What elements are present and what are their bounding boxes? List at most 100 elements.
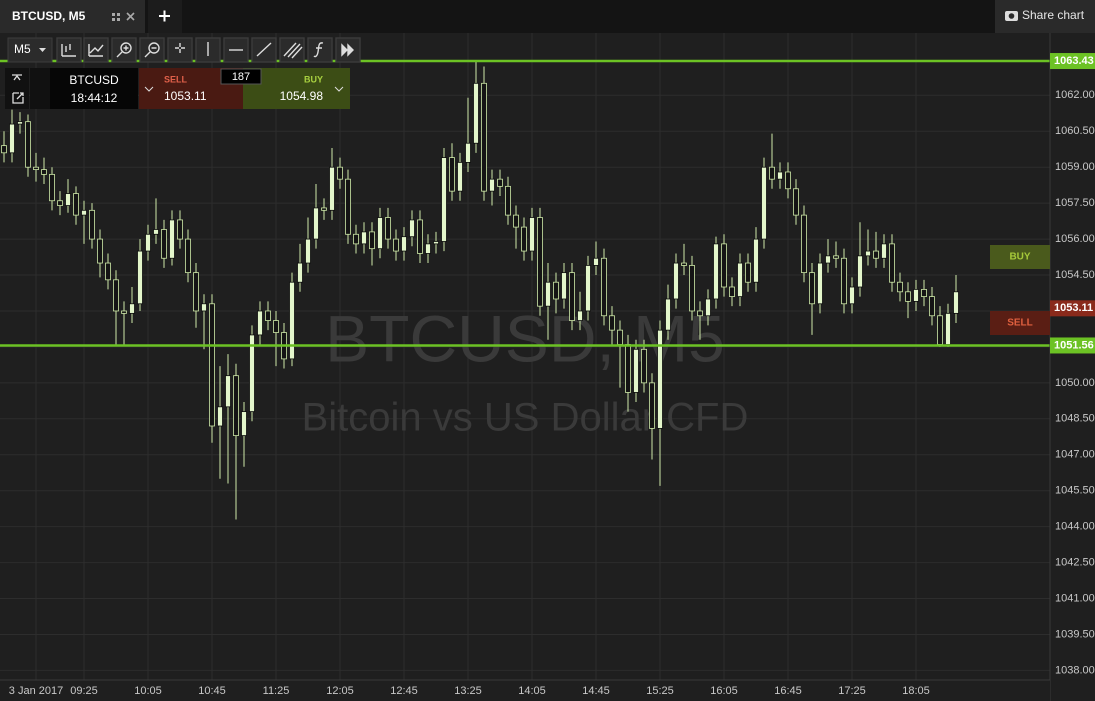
plus-icon <box>159 10 170 22</box>
time-axis: 3 Jan 2017 09:25 10:05 10:45 11:25 12:05 12:45… <box>9 685 930 697</box>
candle-body <box>593 257 599 266</box>
clock: 18:44:12 <box>71 91 118 105</box>
candle-body <box>497 178 503 187</box>
watermark-symbol: BTCUSD, M5 <box>325 301 725 375</box>
candles <box>0 59 1050 520</box>
candle-body <box>1 145 7 154</box>
candle-body <box>41 169 47 175</box>
candle-body <box>577 310 583 321</box>
candle-body <box>849 286 855 305</box>
candle-body <box>825 255 831 264</box>
candle-body <box>801 214 807 274</box>
candle-body <box>137 250 143 305</box>
tab[interactable] <box>0 0 145 33</box>
candle-body <box>97 238 103 264</box>
candle-body <box>761 166 767 240</box>
symbol-box[interactable] <box>50 68 138 109</box>
candle-body <box>33 166 39 170</box>
candle-body <box>233 375 239 436</box>
candle-body <box>953 291 959 314</box>
popout-icon[interactable] <box>12 92 24 104</box>
sell-label: SELL <box>164 74 188 84</box>
candle-body <box>193 272 199 312</box>
price-axis: 1062.00 1060.50 1059.00 1057.50 1056.00 1054.… <box>1049 33 1095 701</box>
buy-tag-label: BUY <box>1009 252 1030 263</box>
candle-body <box>521 226 527 252</box>
price-marker-label: 1051.56 <box>1054 339 1094 351</box>
buy-arrow <box>334 86 344 92</box>
candle-body <box>153 229 159 235</box>
dropdown-arrow <box>39 48 46 52</box>
y-tick-label: 1044.00 <box>1055 521 1095 533</box>
share-label: Share chart <box>1022 8 1085 22</box>
time-axis-bg <box>0 680 1050 701</box>
candle-body <box>417 219 423 254</box>
candle-body <box>833 255 839 259</box>
candle-body <box>369 231 375 250</box>
price-marker-label: 1063.43 <box>1054 55 1094 67</box>
candle-body <box>505 185 511 216</box>
y-tick-label: 1050.00 <box>1055 377 1095 389</box>
candle-body <box>225 375 231 408</box>
collapse-icon[interactable] <box>12 74 22 81</box>
symbol: BTCUSD <box>69 73 119 87</box>
candle-body <box>441 157 447 242</box>
tool-function[interactable] <box>307 37 333 63</box>
candle-body <box>945 312 951 345</box>
candle-body <box>553 281 559 300</box>
panel-search <box>30 68 50 109</box>
y-tick-label: 1041.00 <box>1055 592 1095 604</box>
spread-box <box>220 68 262 85</box>
candle-body <box>809 272 815 305</box>
tool-bars[interactable] <box>56 37 82 63</box>
candle-body <box>585 265 591 312</box>
candle-body <box>297 262 303 283</box>
candle-body <box>81 209 87 216</box>
candle-body <box>705 298 711 317</box>
candle-body <box>25 121 31 168</box>
candle-body <box>305 238 311 264</box>
x-tick-label: 12:45 <box>390 685 418 697</box>
x-tick-label: 12:05 <box>326 685 354 697</box>
sell-tag[interactable] <box>990 311 1050 335</box>
tool-line[interactable] <box>83 37 109 63</box>
candle-body <box>49 173 55 202</box>
candle-body <box>649 382 655 429</box>
tab-close[interactable] <box>126 12 135 21</box>
tool-zoom-out[interactable] <box>139 37 165 63</box>
candle-body <box>681 262 687 266</box>
candle-body <box>921 289 927 297</box>
candle-body <box>657 329 663 429</box>
candle-body <box>73 193 79 216</box>
tab-layout-icon[interactable] <box>112 13 120 21</box>
candle-body <box>713 243 719 300</box>
candle-body <box>345 178 351 235</box>
y-tick-label: 1059.00 <box>1055 161 1095 173</box>
candle-body <box>185 238 191 274</box>
candle-body <box>209 303 215 427</box>
candle-body <box>129 303 135 314</box>
candle-body <box>249 334 255 413</box>
x-tick-label: 10:45 <box>198 685 226 697</box>
candle-body <box>385 217 391 240</box>
candle-body <box>529 217 535 252</box>
y-tick-label: 1062.00 <box>1055 89 1095 101</box>
timeframe-select[interactable] <box>7 37 53 63</box>
candle-body <box>361 231 367 245</box>
candle-body <box>609 315 615 331</box>
candle-body <box>513 214 519 228</box>
y-tick-label: 1038.00 <box>1055 664 1095 676</box>
watermark-name: Bitcoin vs US Dollar CFD <box>302 396 749 440</box>
tool-zoom-in[interactable] <box>111 37 137 63</box>
tool-channel[interactable] <box>279 37 305 63</box>
candle-body <box>449 157 455 192</box>
buy-tag[interactable] <box>990 245 1050 269</box>
candle-body <box>841 257 847 305</box>
y-tick-label: 1054.50 <box>1055 269 1095 281</box>
x-tick-label: 10:05 <box>134 685 162 697</box>
candle-body <box>313 207 319 240</box>
buy-price: 1054.98 <box>280 89 324 103</box>
candle-body <box>121 310 127 314</box>
price-marker <box>1050 53 1095 70</box>
